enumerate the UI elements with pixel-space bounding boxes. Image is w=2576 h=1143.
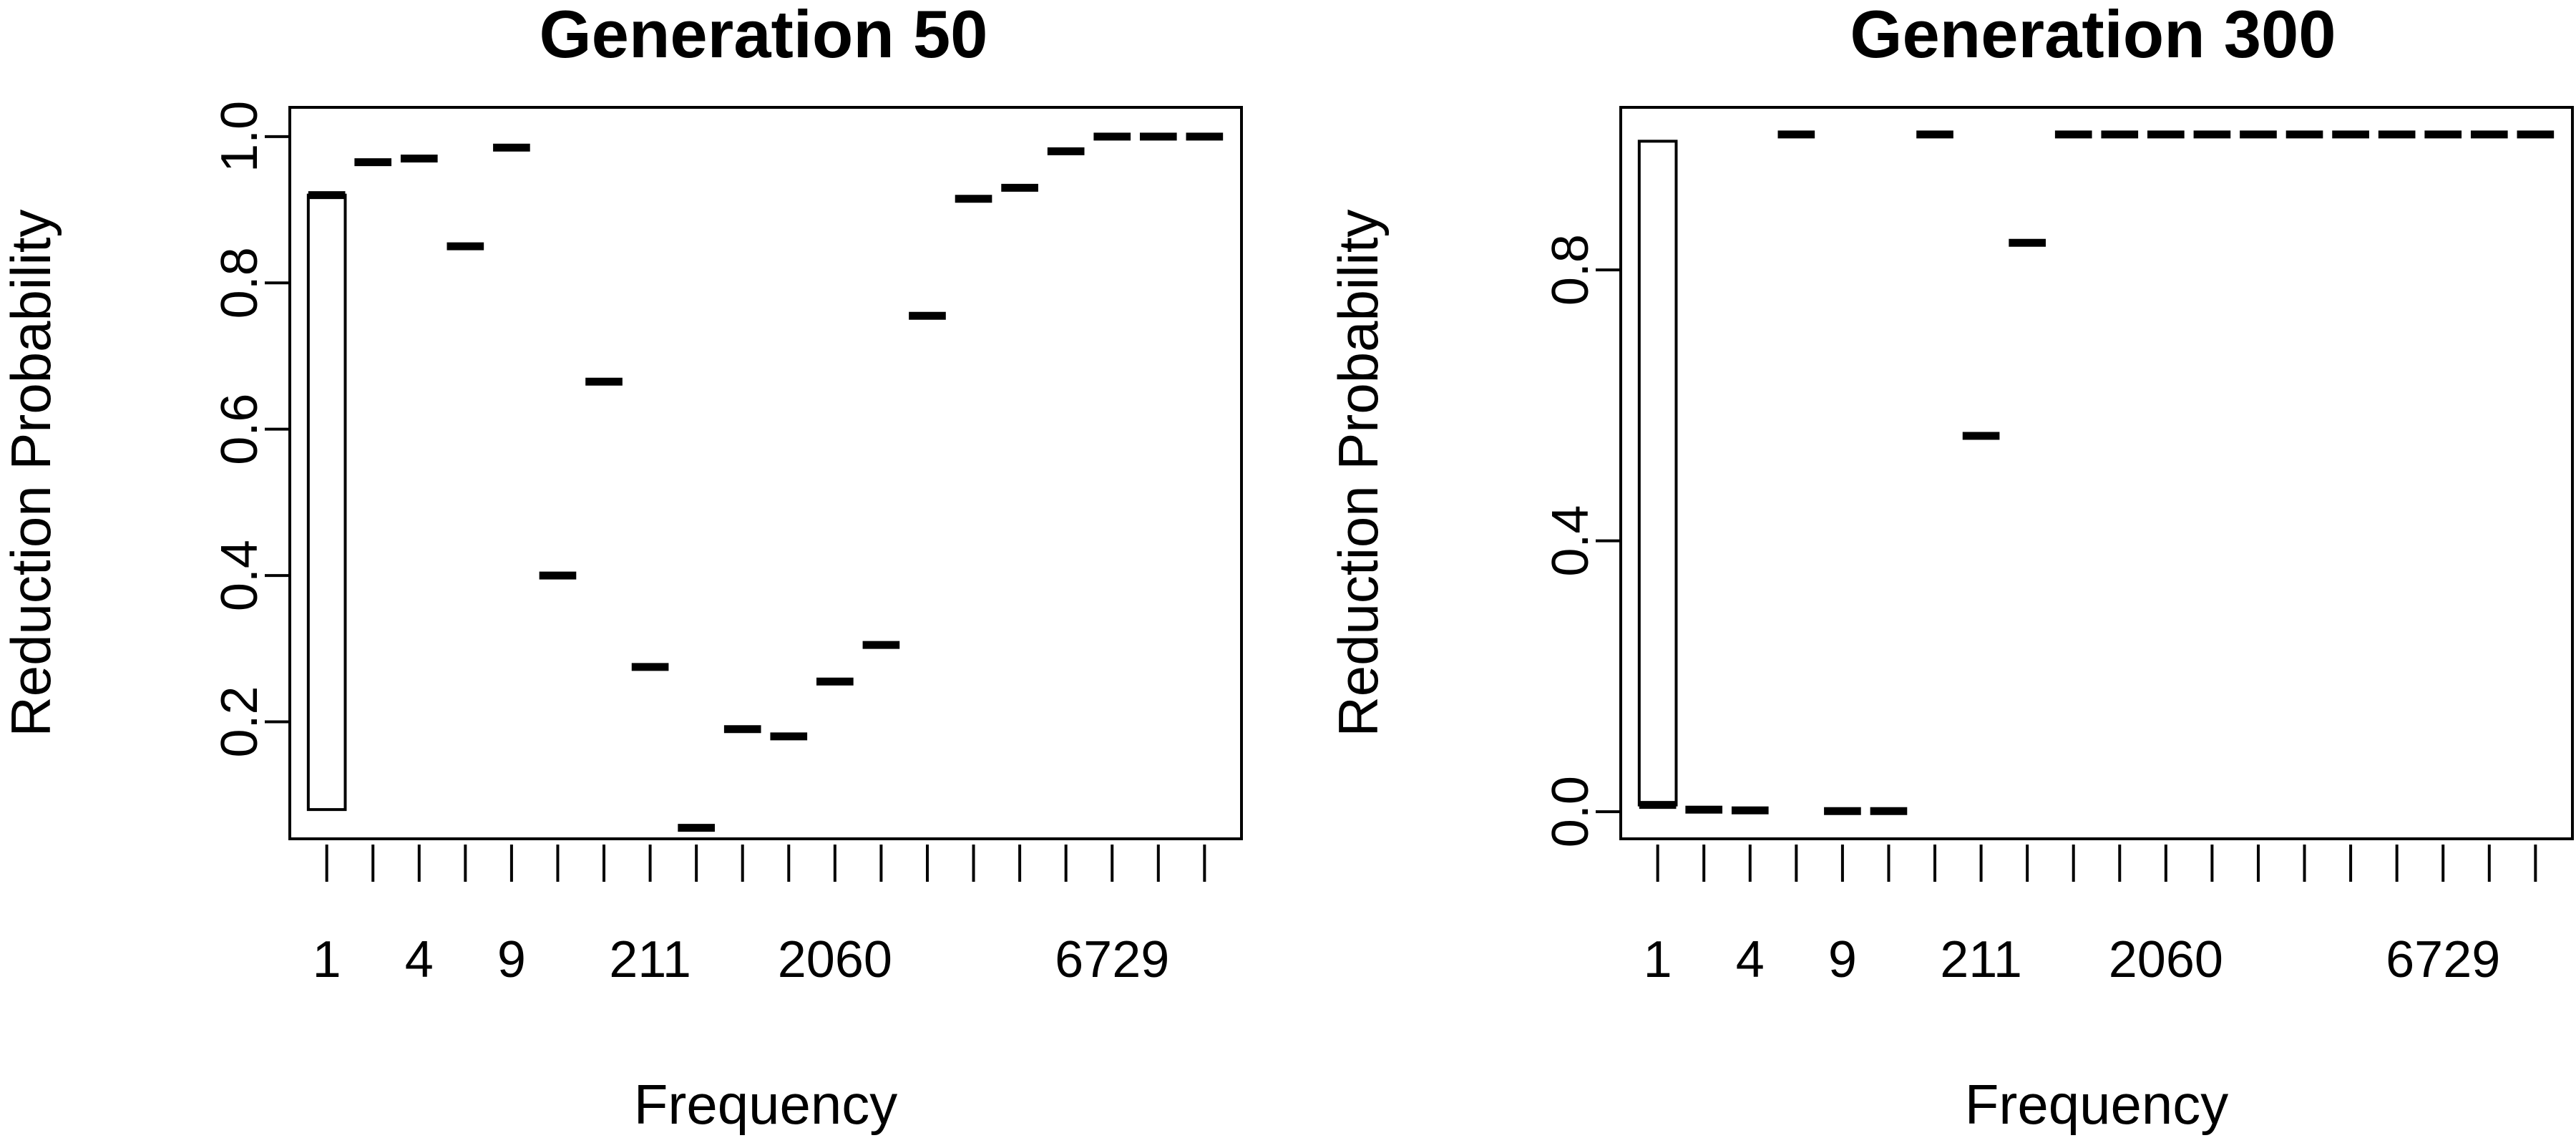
x-tick-label: 4 [1736, 931, 1765, 988]
box-mark [306, 193, 347, 812]
y-tick-label: 0.0 [1542, 776, 1599, 847]
x-tick-label: 4 [405, 931, 434, 988]
x-tick-label: 9 [497, 931, 526, 988]
x-tick-label: 1 [1644, 931, 1672, 988]
y-tick-label: 0.8 [1542, 234, 1599, 306]
x-tick-label: 6729 [2386, 931, 2500, 988]
chart-title: Generation 300 [1850, 0, 2336, 72]
y-tick-label: 1.0 [211, 101, 268, 172]
y-tick-label: 0.6 [211, 394, 268, 465]
plot-frame [288, 106, 1243, 840]
plot-frame [1619, 106, 2574, 840]
chart-title: Generation 50 [540, 0, 988, 72]
x-tick-label: 211 [1940, 931, 2022, 988]
x-tick-label: 9 [1828, 931, 1857, 988]
chart-panel-generation-300: Generation 300 Frequency Reduction Probabi… [1327, 0, 2574, 1136]
x-tick-label: 2060 [778, 931, 892, 988]
x-axis-label: Frequency [1965, 1073, 2229, 1136]
box-mark [1637, 140, 1678, 807]
x-tick-label: 211 [609, 931, 691, 988]
y-axis-label: Reduction Probability [1327, 209, 1390, 736]
y-tick-label: 0.8 [211, 247, 268, 318]
x-tick-label: 1 [313, 931, 341, 988]
x-axis-label: Frequency [634, 1073, 898, 1136]
x-tick-label: 6729 [1055, 931, 1169, 988]
y-axis-label: Reduction Probability [0, 209, 62, 736]
x-tick-label: 2060 [2109, 931, 2223, 988]
y-tick-label: 0.4 [211, 540, 268, 611]
y-tick-label: 0.4 [1542, 505, 1599, 577]
chart-panel-generation-50: Generation 50 Frequency Reduction Probabil… [0, 0, 1243, 1136]
y-tick-label: 0.2 [211, 686, 268, 757]
